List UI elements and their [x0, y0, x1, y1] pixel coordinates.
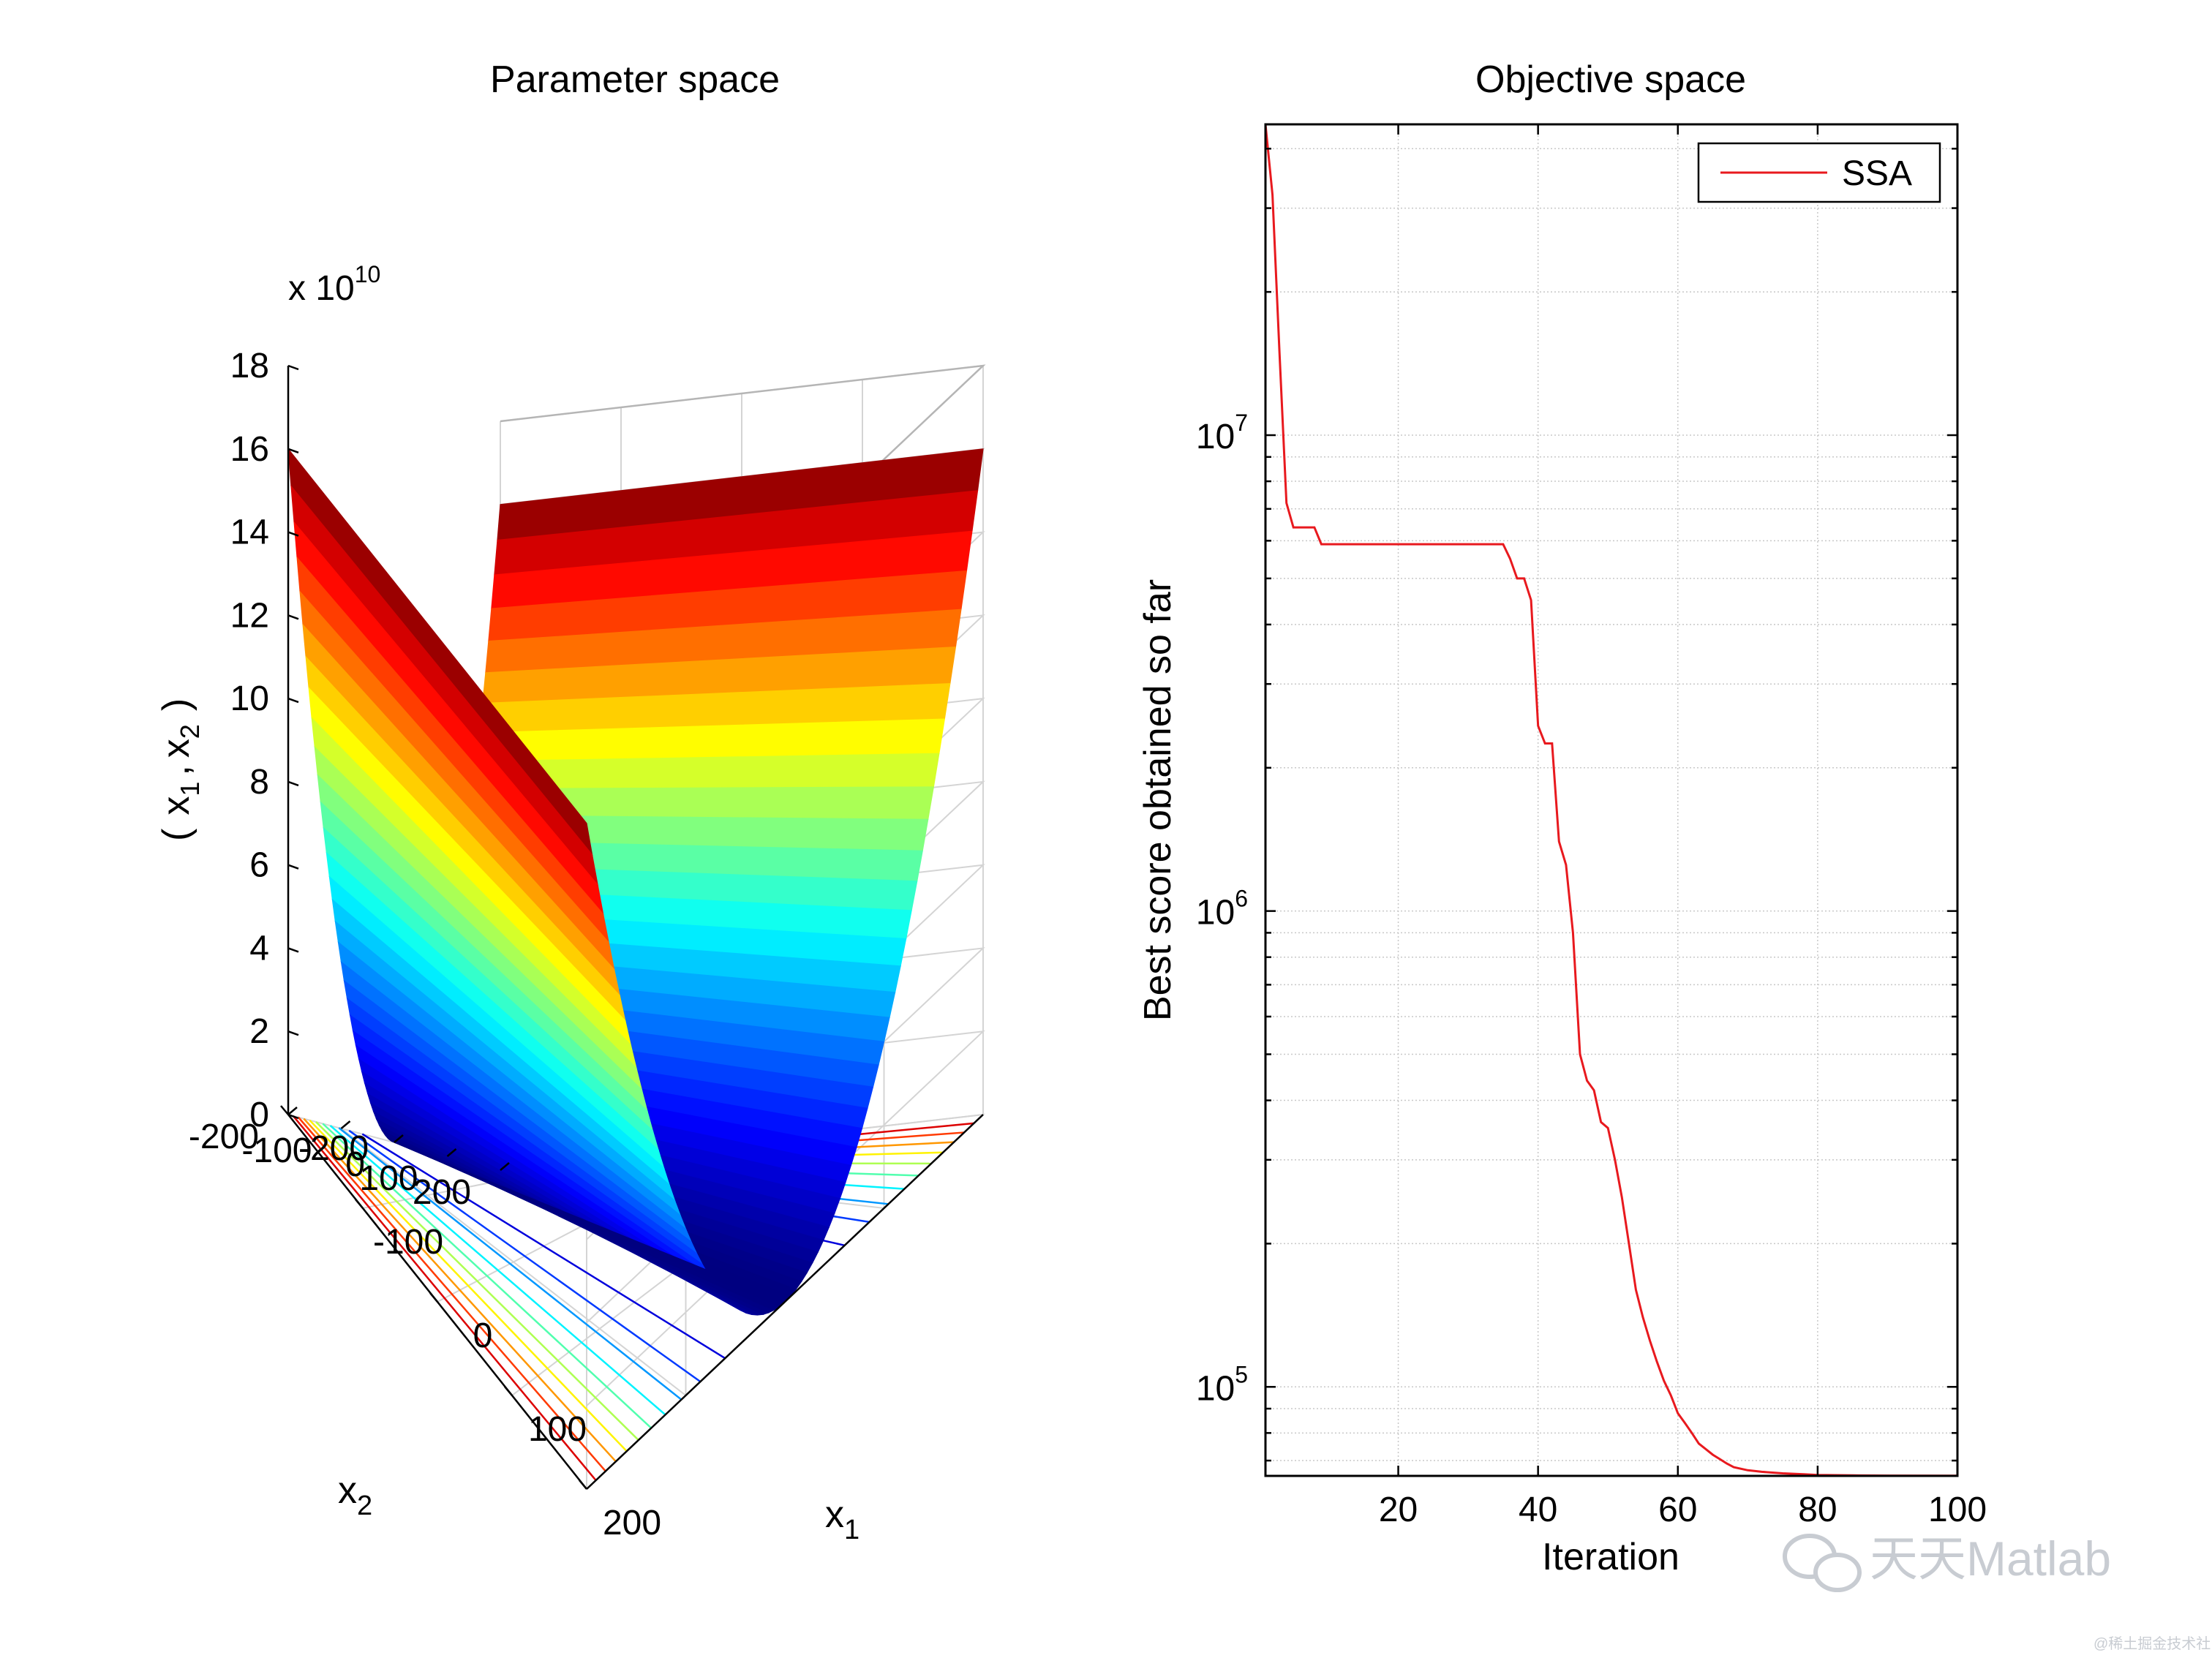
iteration-tick-label: 20 [1379, 1491, 1418, 1529]
z-tick-label: 12 [230, 596, 269, 635]
iteration-tick-label: 40 [1519, 1491, 1557, 1529]
z-label-open-paren: ( [155, 828, 198, 841]
watermark: 天天Matlab @稀土掘金技术社区 [1783, 1531, 2212, 1652]
score-axis-label-group: Best score obtained so far [1137, 579, 1179, 1021]
legend: SSA [1697, 142, 1941, 203]
contour-line [348, 1129, 701, 1383]
z-tick-mark [287, 780, 299, 787]
z-label-close-paren: ) [155, 698, 198, 711]
x2-tick-mark [500, 1162, 510, 1171]
x1-tick-mark [355, 1199, 364, 1209]
z-axis-label: (x1,x2) [155, 698, 205, 841]
x2-tick-mark [394, 1134, 404, 1143]
z-label-sub1: 1 [175, 782, 205, 796]
surface-mesh [287, 447, 984, 1316]
legend-ssa-label: SSA [1842, 154, 1912, 193]
z-exponent-label: x 1010 [288, 261, 380, 308]
z-tick-mark [287, 864, 299, 870]
axis-lines [280, 364, 984, 1490]
contour-line [361, 1133, 726, 1360]
iteration-tick-label: 60 [1658, 1491, 1697, 1529]
x1-tick-mark [504, 1386, 513, 1396]
floor-grid-line [340, 1128, 687, 1396]
z-tick-label: 10 [230, 679, 269, 718]
z-tick-label: 16 [230, 430, 269, 469]
iteration-axis-label: Iteration [1542, 1536, 1679, 1578]
plot-background [1265, 124, 1957, 1476]
x1-tick-label: 0 [473, 1316, 493, 1355]
x1-tick-label: -100 [373, 1223, 443, 1262]
score-tick-label: 107 [1196, 410, 1248, 456]
x1-axis-label: x1 [825, 1493, 859, 1545]
iteration-tick-label: 100 [1928, 1491, 1987, 1529]
x2-tick-label: 0 [345, 1145, 365, 1184]
z-tick-mark [287, 448, 299, 453]
x2-axis-label: x2 [338, 1469, 372, 1521]
z-exponent-power: 10 [355, 261, 381, 287]
z-label-comma: , [155, 765, 198, 775]
contour-line [315, 1121, 639, 1441]
x2-tick-mark [287, 1107, 298, 1115]
x2-tick-mark [446, 1148, 457, 1157]
z-tick-label: 6 [249, 846, 269, 885]
objective-space-plot: Objective space 20 40 60 80 100 105 106 … [1137, 59, 1987, 1578]
score-tick-label: 105 [1196, 1361, 1248, 1408]
ssa-convergence-line [1264, 124, 1958, 1477]
z-tick-mark [287, 364, 299, 371]
contour-line [329, 1125, 666, 1416]
z-label-x: x [155, 796, 198, 815]
z-label-x2: x [155, 739, 198, 758]
z-tick-mark [287, 531, 299, 537]
z-tick-label: 2 [249, 1012, 269, 1051]
x2-tick-labels: -200 -100 0 100 200 [189, 1118, 471, 1212]
contour-line [297, 1116, 606, 1472]
z-tick-label: 18 [230, 347, 269, 385]
x2-tick-label: 100 [359, 1159, 418, 1198]
z-tick-label: 8 [249, 763, 269, 802]
watermark-small-text: @稀土掘金技术社区 [2094, 1635, 2212, 1652]
score-axis-label: Best score obtained so far [1137, 579, 1179, 1021]
x2-tick-label: 200 [413, 1173, 471, 1212]
z-tick-mark [287, 1113, 299, 1120]
z-label-sub2: 2 [175, 724, 205, 739]
watermark-text: 天天Matlab [1870, 1531, 2111, 1586]
tick-marks [1265, 124, 1959, 1476]
z-tick-mark [287, 614, 299, 620]
parameter-space-plot: Parameter space 0 2 4 6 8 10 12 14 16 18… [155, 59, 986, 1545]
score-tick-label: 106 [1196, 886, 1248, 932]
x1-tick-mark [280, 1105, 289, 1115]
x2-tick-label: -100 [241, 1131, 312, 1170]
z-tick-mark [287, 1030, 299, 1036]
z-tick-label: 14 [230, 513, 269, 552]
objective-space-title: Objective space [1475, 59, 1746, 101]
z-exponent-base: x 10 [288, 269, 355, 308]
x1-tick-label: 100 [528, 1410, 587, 1449]
x1-tick-mark [579, 1480, 587, 1490]
iteration-tick-label: 80 [1798, 1491, 1837, 1529]
z-tick-mark [287, 947, 299, 953]
x2-tick-label: -200 [189, 1118, 259, 1156]
x1-axis-line [586, 1114, 984, 1490]
contour-line [322, 1123, 652, 1429]
z-tick-labels: 0 2 4 6 8 10 12 14 16 18 [230, 347, 269, 1134]
z-tick-label: 4 [249, 929, 269, 968]
x1-tick-labels: -200 -100 0 100 200 [298, 1129, 661, 1542]
plot-frame [1264, 123, 1959, 1477]
contour-line [309, 1119, 628, 1452]
x1-tick-mark [429, 1292, 438, 1303]
z-tick-mark [287, 697, 299, 704]
svg-text:(x1,x2): (x1,x2) [155, 698, 205, 841]
wechat-icon [1783, 1534, 1862, 1592]
contour-line [292, 1115, 597, 1481]
x1-tick-label: 200 [603, 1504, 661, 1542]
contour-line [303, 1118, 617, 1463]
z-tick-label: 0 [249, 1096, 269, 1134]
parameter-space-title: Parameter space [490, 59, 780, 101]
x1-tick-label: -200 [298, 1129, 369, 1168]
x2-tick-mark [340, 1120, 351, 1129]
contour-line [338, 1127, 682, 1401]
